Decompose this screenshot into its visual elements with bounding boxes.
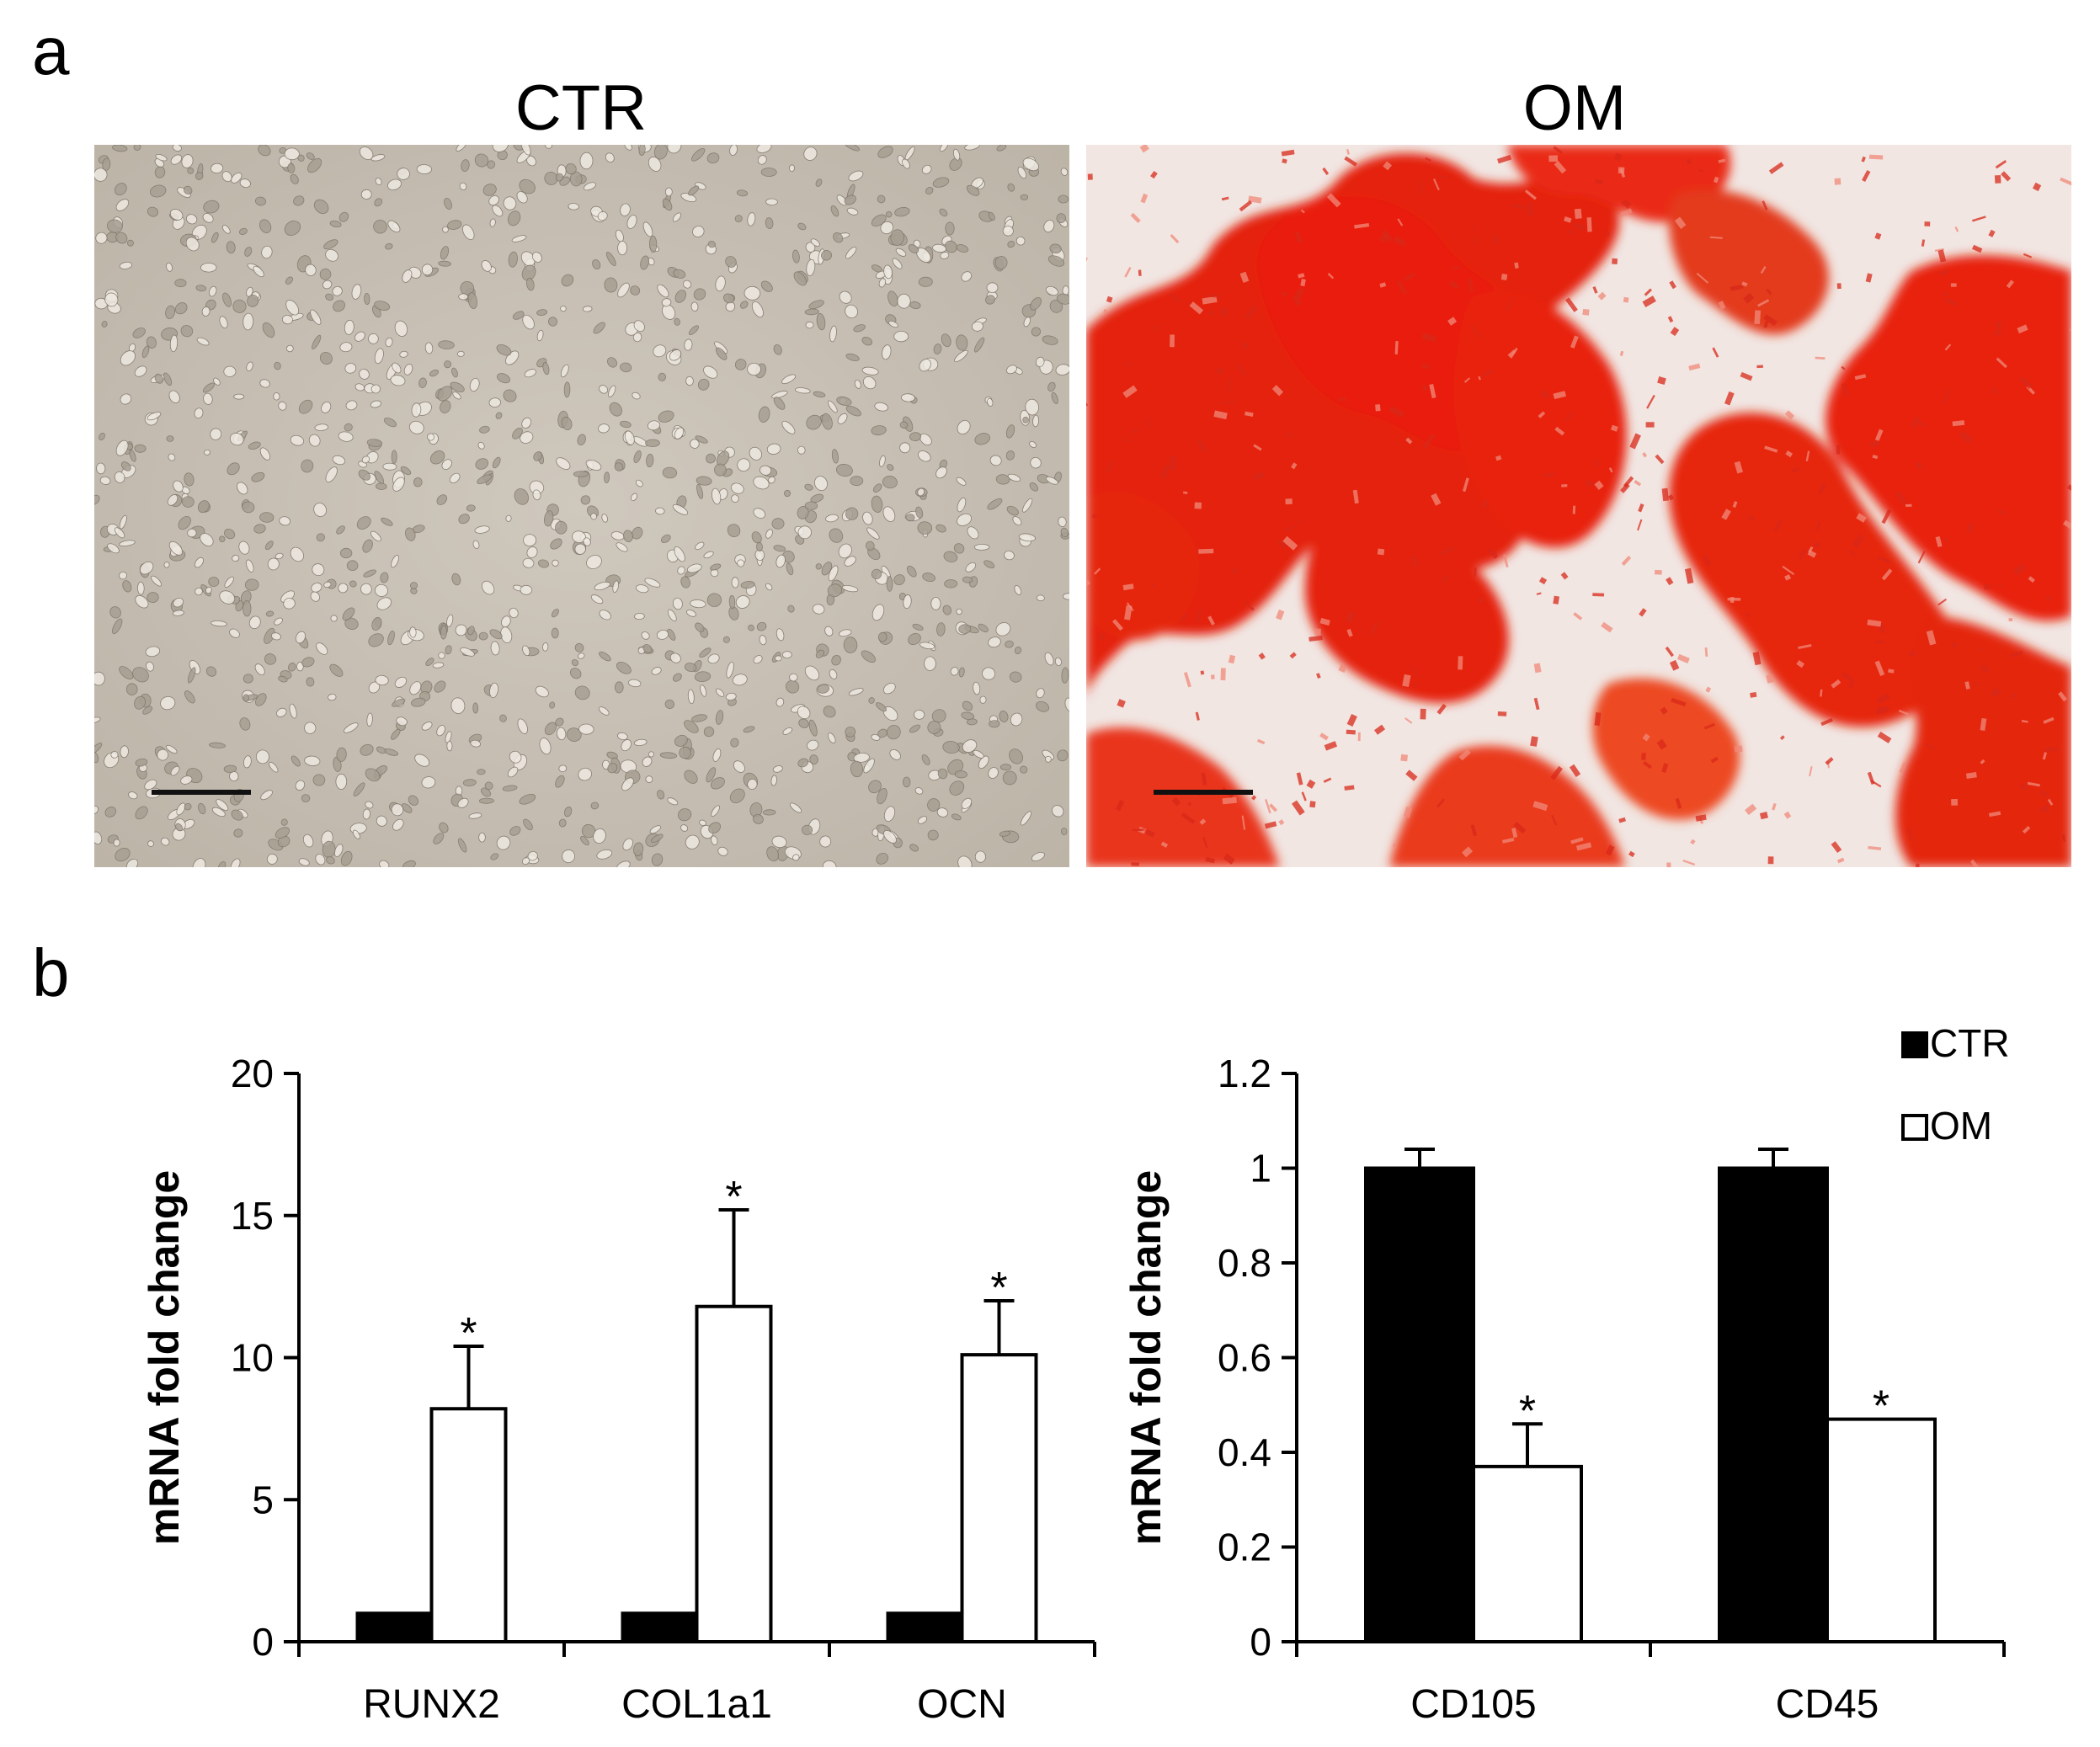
- bar-om: [1472, 1464, 1583, 1643]
- x-tick-label: COL1a1: [621, 1682, 772, 1727]
- significance-asterisk: *: [990, 1264, 1007, 1313]
- ctr-image-title: CTR: [514, 72, 648, 144]
- bar-om: [695, 1304, 773, 1643]
- bar-om: [960, 1353, 1038, 1643]
- significance-asterisk: *: [1873, 1382, 1889, 1431]
- ctr-micrograph-image: [94, 145, 1069, 867]
- panel-b-label: b: [32, 935, 70, 1010]
- x-tick-label: CD45: [1776, 1682, 1879, 1727]
- chart-stem-markers: 0 0.2 0.4 0.6 0.8 1 1.2 mRNA fold change CD105 * C…: [1122, 1021, 2010, 1727]
- om-micrograph-image: [1086, 145, 2071, 867]
- bar-om: [1826, 1417, 1937, 1643]
- y-tick-label: 0: [1250, 1620, 1271, 1664]
- significance-asterisk: *: [1519, 1387, 1536, 1435]
- legend-label-om: OM: [1930, 1104, 1992, 1148]
- y-tick-label: 15: [231, 1194, 274, 1238]
- significance-asterisk: *: [460, 1309, 477, 1358]
- y-tick-label: 1: [1250, 1147, 1271, 1190]
- y-tick-label: 0.4: [1218, 1430, 1271, 1474]
- y-tick-label: 0.8: [1218, 1241, 1271, 1285]
- bar-om: [429, 1407, 508, 1643]
- significance-asterisk: *: [725, 1173, 742, 1222]
- bar-ctr: [1364, 1166, 1475, 1643]
- bar-ctr: [621, 1611, 699, 1643]
- x-tick-label: RUNX2: [363, 1682, 500, 1727]
- bar-ctr: [886, 1611, 964, 1643]
- x-tick-label: OCN: [917, 1682, 1007, 1727]
- y-tick-label: 5: [252, 1478, 274, 1521]
- y-tick-label: 0: [252, 1620, 274, 1664]
- panel-a-label: a: [32, 13, 70, 88]
- y-tick-label: 1.2: [1218, 1052, 1271, 1095]
- om-image-title: OM: [1522, 72, 1627, 144]
- bar-ctr: [355, 1611, 434, 1643]
- chart-osteogenic-markers: 0 5 10 15 20 mRNA fold change RUNX2 * COL1a1 * OCN…: [141, 1052, 1096, 1727]
- legend-label-ctr: CTR: [1930, 1021, 2010, 1065]
- x-tick-label: CD105: [1410, 1682, 1536, 1727]
- scale-bar: [1154, 790, 1253, 795]
- y-axis-label: mRNA fold change: [141, 1170, 188, 1545]
- bar-ctr: [1718, 1166, 1829, 1643]
- y-tick-label: 20: [231, 1052, 274, 1095]
- legend-swatch-om: [1901, 1114, 1928, 1141]
- y-tick-label: 0.6: [1218, 1336, 1271, 1380]
- scale-bar: [152, 790, 251, 795]
- legend-swatch-ctr: [1901, 1031, 1928, 1058]
- y-axis-label: mRNA fold change: [1122, 1170, 1170, 1545]
- y-tick-label: 0.2: [1218, 1526, 1271, 1569]
- y-tick-label: 10: [231, 1336, 274, 1380]
